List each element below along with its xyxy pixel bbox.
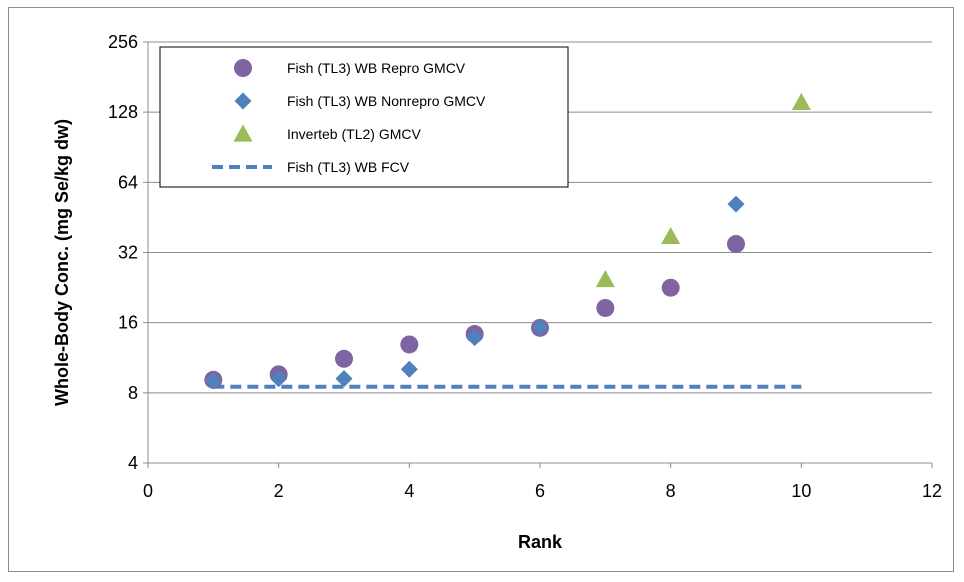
y-tick-label: 16 — [118, 313, 138, 333]
legend-swatch-diamond — [234, 92, 252, 110]
legend-label: Fish (TL3) WB Repro GMCV — [287, 60, 466, 76]
x-tick-label: 0 — [143, 481, 153, 501]
y-tick-label: 4 — [128, 453, 138, 473]
legend-label: Fish (TL3) WB Nonrepro GMCV — [287, 93, 486, 109]
point-triangle — [791, 92, 811, 110]
x-tick-label: 8 — [666, 481, 676, 501]
tick-labels: 4 8 16 32 64 128 256 0 2 4 6 8 10 12 — [108, 32, 942, 501]
legend-swatch-triangle — [233, 124, 253, 142]
legend: Fish (TL3) WB Repro GMCV Fish (TL3) WB No… — [159, 46, 569, 188]
legend-label: Inverteb (TL2) GMCV — [287, 126, 421, 142]
x-tick-label: 2 — [274, 481, 284, 501]
legend-label: Fish (TL3) WB FCV — [287, 159, 410, 175]
legend-box — [159, 46, 569, 188]
point-triangle — [661, 226, 681, 245]
x-axis-title: Rank — [518, 532, 563, 552]
point-diamond — [531, 318, 549, 336]
point-circle — [727, 235, 745, 254]
point-circle — [400, 335, 419, 354]
x-tick-label: 10 — [791, 481, 811, 501]
y-tick-label: 8 — [128, 383, 138, 403]
point-triangle — [595, 270, 615, 288]
point-diamond — [335, 370, 353, 388]
y-tick-label: 256 — [108, 32, 138, 52]
point-circle — [335, 349, 353, 368]
y-tick-label: 32 — [118, 243, 138, 263]
point-circle — [661, 278, 680, 297]
point-diamond — [727, 195, 745, 213]
point-circle — [596, 298, 615, 317]
point-diamond — [270, 370, 288, 388]
x-tick-label: 6 — [535, 481, 545, 501]
data-marks — [204, 92, 811, 390]
x-tick-label: 4 — [404, 481, 414, 501]
axes — [143, 41, 933, 468]
x-tick-label: 12 — [922, 481, 942, 501]
y-tick-label: 128 — [108, 102, 138, 122]
y-axis-title: Whole-Body Conc. (mg Se/kg dw) — [52, 119, 72, 406]
point-diamond — [466, 329, 484, 347]
legend-swatch-circle — [234, 59, 252, 77]
point-diamond — [204, 372, 222, 390]
y-tick-label: 64 — [118, 172, 138, 192]
point-diamond — [400, 360, 418, 378]
